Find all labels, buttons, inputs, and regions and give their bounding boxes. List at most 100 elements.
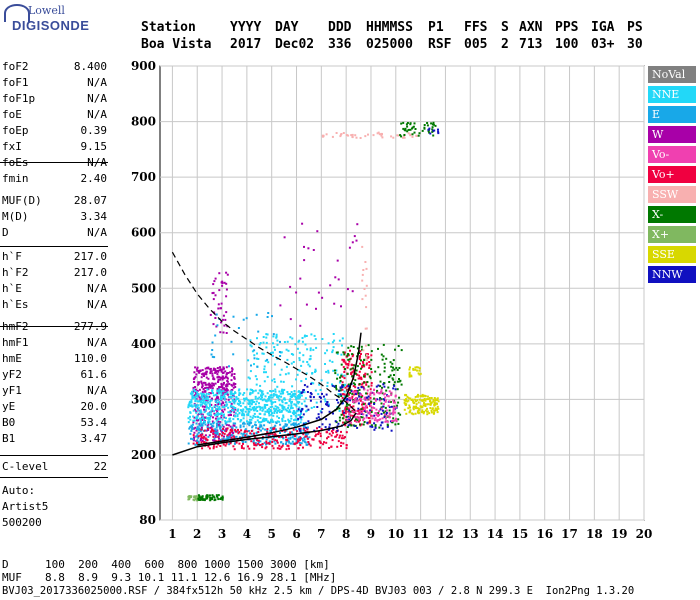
scatter-point — [365, 306, 368, 309]
scatter-point — [215, 313, 218, 316]
scatter-point — [238, 430, 241, 433]
scatter-point — [233, 377, 236, 380]
scatter-point — [218, 425, 221, 428]
scatter-point — [201, 395, 204, 398]
scatter-point — [338, 419, 341, 422]
scatter-point — [213, 311, 216, 314]
scatter-point — [309, 355, 312, 358]
scatter-point — [234, 441, 237, 444]
scatter-point — [229, 371, 231, 374]
scatter-point — [400, 122, 403, 125]
scatter-point — [358, 409, 361, 412]
scatter-point — [343, 390, 346, 393]
scatter-point — [359, 423, 361, 426]
scatter-point — [195, 406, 198, 409]
scatter-point — [412, 405, 415, 408]
scatter-point — [217, 413, 220, 416]
scatter-point — [415, 400, 417, 403]
scatter-point — [200, 411, 203, 414]
scatter-point — [217, 303, 220, 306]
scatter-point — [301, 416, 304, 419]
scatter-point — [201, 440, 204, 442]
scatter-point — [212, 416, 214, 419]
scatter-point — [214, 400, 217, 403]
scatter-point — [273, 378, 276, 381]
scatter-point — [212, 422, 215, 425]
hdr-label-yyyy: YYYY — [230, 20, 262, 35]
scatter-point — [392, 417, 395, 420]
scatter-point — [200, 403, 203, 406]
scatter-point — [306, 361, 309, 363]
scatter-point — [235, 435, 238, 438]
scatter-point — [241, 411, 244, 414]
y-tick-label: 900 — [131, 59, 156, 73]
scatter-point — [200, 396, 203, 399]
scatter-point — [393, 374, 395, 376]
scatter-point — [271, 441, 274, 443]
scatter-point — [344, 368, 346, 370]
scatter-point — [417, 393, 419, 396]
scatter-point — [428, 412, 431, 415]
scatter-point — [276, 415, 279, 418]
legend-item: W — [648, 126, 696, 143]
scatter-point — [325, 370, 328, 373]
scatter-point — [363, 375, 365, 378]
scatter-point — [282, 428, 285, 431]
scatter-point — [248, 447, 251, 450]
scatter-point — [430, 397, 433, 399]
scatter-point — [254, 442, 257, 445]
scatter-point — [225, 401, 228, 404]
scatter-point — [263, 413, 266, 416]
scatter-point — [193, 436, 196, 439]
scatter-point — [208, 447, 211, 450]
scatter-point — [209, 400, 212, 403]
scatter-point — [387, 386, 390, 389]
scatter-point — [242, 417, 245, 420]
scatter-point — [357, 386, 360, 389]
scatter-point — [412, 400, 415, 403]
scatter-point — [261, 352, 264, 355]
hdr-value-axn: 713 — [519, 37, 543, 52]
scatter-point — [295, 419, 298, 422]
scatter-point — [383, 385, 386, 388]
scatter-point — [362, 385, 365, 388]
scatter-point — [248, 408, 251, 410]
scatter-point — [355, 369, 358, 372]
scatter-point — [275, 429, 278, 432]
scatter-point — [269, 396, 272, 399]
scatter-point — [415, 366, 418, 369]
scatter-point — [207, 420, 210, 423]
scatter-point — [306, 391, 309, 393]
scatter-point — [348, 246, 351, 249]
scatter-point — [303, 391, 306, 394]
scatter-point — [216, 367, 219, 369]
scatter-point — [225, 288, 228, 291]
scatter-point — [363, 417, 366, 420]
scatter-point — [205, 397, 208, 400]
scatter-point — [268, 398, 270, 401]
param-separator — [0, 162, 108, 163]
scatter-point — [384, 400, 387, 403]
param-value: N/A — [87, 298, 107, 311]
scatter-point — [198, 388, 201, 391]
scatter-point — [197, 419, 200, 421]
scatter-point — [429, 400, 431, 403]
scatter-point — [251, 426, 254, 429]
scatter-point — [421, 410, 424, 413]
scatter-point — [295, 378, 297, 381]
scatter-point — [323, 441, 325, 444]
param-name: B0 — [2, 416, 16, 429]
scatter-point — [362, 360, 364, 363]
scatter-point — [223, 396, 226, 399]
scatter-point — [299, 427, 302, 430]
scatter-point — [411, 133, 414, 136]
scatter-point — [424, 409, 427, 412]
hdr-value-p1: RSF — [428, 37, 452, 52]
scatter-point — [377, 131, 380, 134]
scatter-point — [386, 425, 389, 428]
scatter-point — [298, 359, 301, 362]
scatter-point — [230, 390, 233, 393]
scatter-point — [258, 421, 260, 424]
scatter-point — [365, 362, 368, 365]
scatter-point — [392, 410, 395, 413]
